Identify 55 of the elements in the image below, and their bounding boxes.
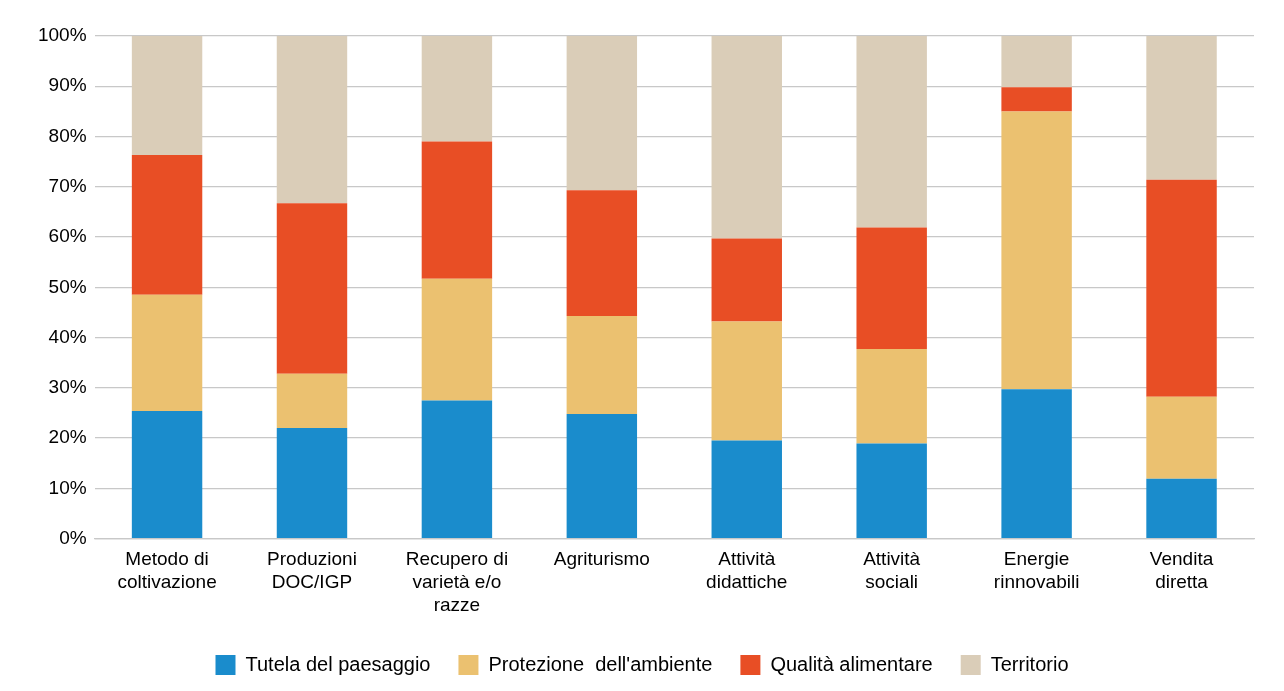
x-tick-label: Attività sociali — [863, 548, 921, 593]
bar — [1146, 36, 1217, 180]
legend-label: Qualità alimentare — [770, 652, 933, 675]
bar — [131, 155, 203, 295]
legend-label: Protezione dell'ambiente — [488, 652, 713, 675]
bar — [1001, 87, 1072, 112]
bar — [421, 400, 493, 538]
bar — [1146, 179, 1217, 397]
bar — [131, 410, 203, 538]
y-tick-label: 60% — [48, 225, 87, 247]
bar — [276, 428, 348, 538]
bar — [421, 278, 493, 401]
x-tick-label: Energie rinnovabili — [993, 548, 1080, 593]
bar — [131, 294, 203, 411]
x-tick-label: Agriturismo — [553, 548, 650, 570]
x-tick-label: Produzioni DOC/IGP — [267, 548, 357, 593]
bar — [276, 36, 348, 204]
y-tick-label: 40% — [48, 325, 87, 347]
bar — [856, 227, 927, 350]
bar — [711, 321, 782, 441]
y-tick-label: 0% — [59, 526, 87, 548]
y-tick-label: 50% — [48, 275, 87, 297]
y-tick-label: 90% — [48, 74, 87, 96]
y-tick-label: 10% — [48, 476, 87, 498]
x-tick-label: Vendita diretta — [1149, 548, 1214, 593]
bar — [856, 349, 927, 444]
bar — [421, 36, 493, 142]
y-tick-label: 70% — [48, 175, 87, 197]
bar — [1001, 111, 1072, 390]
y-tick-label: 30% — [48, 376, 87, 398]
bar — [856, 443, 927, 538]
legend-label: Territorio — [990, 652, 1069, 675]
y-tick-label: 20% — [48, 426, 87, 448]
x-tick-label: Metodo di coltivazione — [117, 548, 217, 593]
bar — [421, 141, 493, 279]
bar — [131, 36, 203, 156]
bar — [1001, 389, 1072, 538]
bar — [566, 315, 638, 414]
bar — [1146, 478, 1217, 538]
bar — [711, 238, 782, 322]
bar — [1001, 36, 1072, 88]
legend-label: Tutela del paesaggio — [245, 652, 431, 675]
bar — [276, 373, 348, 429]
bar — [566, 36, 638, 191]
bar — [1146, 396, 1217, 479]
bar — [711, 36, 782, 239]
bar — [711, 440, 782, 538]
bar — [566, 413, 638, 538]
bar — [276, 203, 348, 374]
bar — [566, 190, 638, 316]
y-tick-label: 100% — [37, 24, 87, 46]
y-tick-label: 80% — [48, 124, 87, 146]
x-tick-label: Attività didattiche — [706, 548, 788, 593]
bar — [856, 36, 927, 228]
x-tick-label: Recupero di varietà e/o razze — [405, 548, 509, 615]
